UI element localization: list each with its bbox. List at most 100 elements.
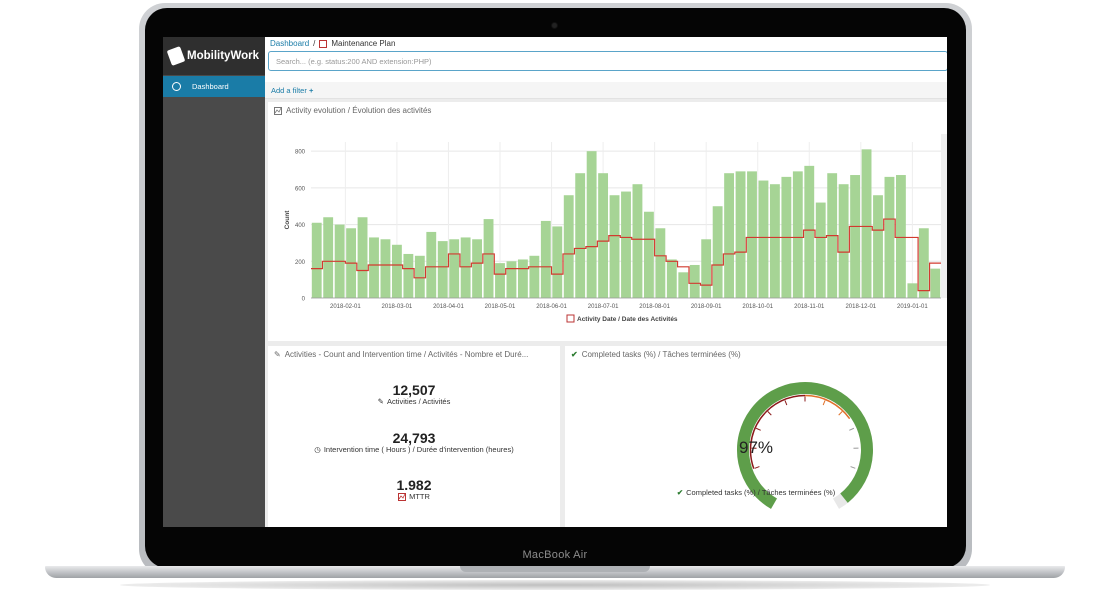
metrics-panel-title: ✎ Activities - Count and Intervention ti… bbox=[274, 350, 528, 359]
bar bbox=[609, 195, 620, 298]
activity-bar-chart[interactable]: 0 200 400 600 800 2018-02-01 2018-03-01 2018-04… bbox=[268, 102, 947, 341]
gauge-band-orange bbox=[804, 394, 851, 420]
x-tick-label: 2018-05-01 bbox=[485, 304, 516, 310]
bar bbox=[460, 237, 471, 298]
gauge-tick bbox=[838, 411, 843, 416]
gauge-label-text: Completed tasks (%) / Tâches terminées (… bbox=[686, 488, 836, 497]
gauge-panel-title: ✔ Completed tasks (%) / Tâches terminées… bbox=[571, 350, 741, 359]
calendar-icon bbox=[566, 314, 575, 323]
pencil-icon: ✎ bbox=[377, 397, 384, 406]
y-tick-label: 400 bbox=[295, 223, 306, 229]
x-tick-label: 2018-02-01 bbox=[330, 304, 361, 310]
bar bbox=[758, 180, 769, 298]
clock-icon: ◷ bbox=[314, 445, 321, 454]
metric-label-text: Activities / Activités bbox=[386, 397, 451, 406]
dashboard-icon bbox=[172, 82, 181, 91]
app-logo[interactable]: MobilityWork bbox=[163, 37, 265, 75]
bar bbox=[426, 231, 437, 298]
gauge-tick bbox=[755, 427, 761, 431]
bar bbox=[689, 264, 700, 298]
series-line bbox=[311, 218, 941, 292]
bar bbox=[323, 217, 334, 298]
search-input[interactable]: Search... (e.g. status:200 AND extension… bbox=[268, 51, 947, 71]
x-axis-label: Activity Date / Date des Activités bbox=[577, 316, 678, 323]
bar bbox=[804, 165, 815, 298]
plus-icon: + bbox=[308, 86, 314, 95]
metric-label-text: MTTR bbox=[409, 492, 430, 501]
breadcrumb-dashboard-link[interactable]: Dashboard bbox=[270, 39, 310, 48]
bar bbox=[861, 149, 872, 298]
x-tick-label: 2018-04-01 bbox=[433, 304, 464, 310]
bar bbox=[884, 176, 895, 298]
x-tick-label: 2018-06-01 bbox=[536, 304, 567, 310]
page-title: Maintenance Plan bbox=[331, 39, 396, 48]
activity-panel-title: Activity evolution / Évolution des activ… bbox=[274, 106, 431, 115]
x-tick-label: 2018-03-01 bbox=[382, 304, 413, 310]
bar bbox=[495, 263, 505, 298]
y-tick-label: 800 bbox=[295, 150, 306, 156]
bar bbox=[380, 239, 391, 298]
bar bbox=[369, 237, 379, 298]
filter-bar: Add a filter + bbox=[265, 82, 947, 99]
gauge-tick bbox=[849, 427, 855, 431]
bar bbox=[529, 255, 540, 298]
calendar-icon bbox=[319, 39, 328, 48]
chart-icon bbox=[274, 106, 282, 115]
search-placeholder: Search... (e.g. status:200 AND extension… bbox=[276, 56, 432, 66]
activity-panel-title-text: Activity evolution / Évolution des activ… bbox=[286, 106, 432, 115]
bar bbox=[506, 261, 517, 298]
laptop-base bbox=[45, 566, 1065, 578]
main-content: Dashboard / Maintenance Plan Search... (… bbox=[265, 37, 947, 527]
add-filter-button[interactable]: Add a filter + bbox=[271, 86, 313, 95]
bar bbox=[678, 272, 689, 298]
metric-label: ◷ Intervention time ( Hours ) / Durée d'i… bbox=[268, 445, 560, 454]
bar bbox=[701, 239, 712, 298]
bar bbox=[907, 283, 918, 298]
metric-intervention-time: 24,793 ◷ Intervention time ( Hours ) / Du… bbox=[268, 430, 560, 454]
bar bbox=[666, 259, 677, 298]
completion-gauge bbox=[737, 382, 873, 509]
wrench-logo-icon bbox=[166, 46, 186, 66]
gauge-tick bbox=[767, 411, 772, 416]
chart-icon bbox=[398, 492, 407, 501]
x-tick-label: 2018-11-01 bbox=[794, 304, 825, 310]
logo-text: MobilityWork bbox=[187, 50, 259, 62]
gauge-panel-title-text: Completed tasks (%) / Tâches terminées (… bbox=[581, 350, 741, 359]
sidebar-item-dashboard[interactable]: Dashboard bbox=[163, 76, 265, 97]
metrics-panel-title-text: Activities - Count and Intervention time… bbox=[284, 350, 529, 359]
topbar: Dashboard / Maintenance Plan Search... (… bbox=[265, 37, 947, 82]
bar bbox=[437, 241, 448, 298]
laptop-brand: MacBook Air bbox=[522, 549, 588, 561]
x-tick-label: 2018-10-01 bbox=[742, 304, 773, 310]
bar bbox=[655, 228, 666, 298]
laptop-notch bbox=[460, 566, 650, 572]
metrics-panel: ✎ Activities - Count and Intervention ti… bbox=[268, 346, 560, 527]
bar bbox=[403, 253, 414, 298]
breadcrumb-separator: / bbox=[313, 39, 316, 48]
bar bbox=[598, 173, 609, 298]
bar bbox=[540, 220, 551, 298]
camera-icon bbox=[552, 23, 557, 28]
bar bbox=[918, 228, 929, 298]
y-tick-label: 600 bbox=[295, 186, 306, 192]
bar bbox=[895, 175, 906, 298]
bar bbox=[449, 239, 460, 298]
bar bbox=[517, 259, 528, 298]
bar bbox=[632, 184, 643, 298]
screen: MobilityWork Dashboard Dashboard / Maint… bbox=[163, 37, 947, 527]
pencil-icon: ✎ bbox=[274, 350, 281, 359]
bar bbox=[792, 171, 803, 298]
chart-scroll-edge bbox=[941, 134, 947, 298]
bar bbox=[815, 202, 826, 298]
x-tick-label: 2018-07-01 bbox=[588, 304, 619, 310]
y-tick-label: 200 bbox=[295, 260, 306, 266]
metric-activities: 12,507 ✎ Activities / Activités bbox=[268, 382, 560, 406]
gauge-fill bbox=[737, 382, 873, 509]
bar bbox=[311, 222, 322, 298]
gauge-tick bbox=[850, 466, 856, 469]
x-tick-label: 2019-01-01 bbox=[897, 304, 928, 310]
sidebar: MobilityWork Dashboard bbox=[163, 37, 265, 527]
metric-label: ✎ Activities / Activités bbox=[268, 397, 560, 406]
add-filter-label: Add a filter bbox=[271, 86, 307, 95]
bar bbox=[391, 244, 402, 298]
